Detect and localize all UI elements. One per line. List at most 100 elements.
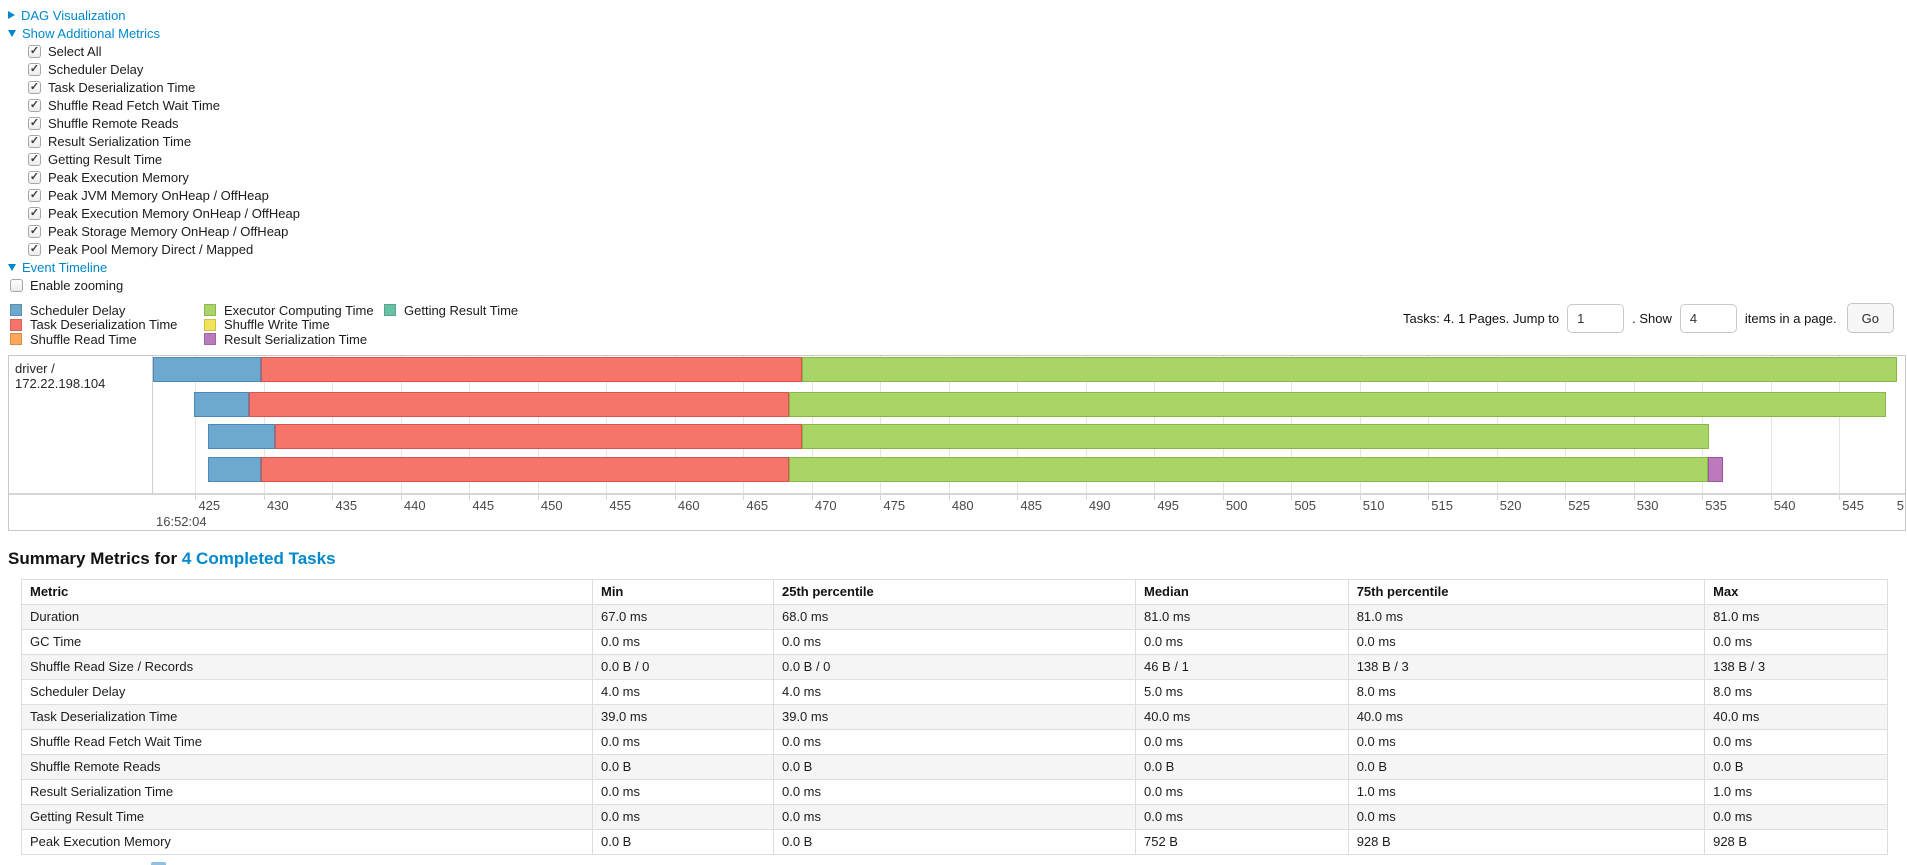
show-additional-metrics-label: Show Additional Metrics bbox=[22, 25, 161, 41]
summary-metric-value: 0.0 B / 0 bbox=[591, 653, 774, 680]
summary-metric-value: 0.0 ms bbox=[591, 803, 774, 830]
summary-metric-value: 928 B bbox=[1704, 828, 1888, 855]
legend-label: Executor Computing Time bbox=[224, 302, 374, 318]
summary-metrics-table: Metric Min 25th percentile Median 75th perce… bbox=[21, 578, 1888, 855]
task-bar-scheduler-delay[interactable] bbox=[153, 356, 262, 382]
task-bar-task-deserialization[interactable] bbox=[274, 423, 803, 449]
checked-checkbox-icon[interactable] bbox=[28, 242, 41, 256]
checked-checkbox-icon[interactable] bbox=[28, 206, 41, 220]
metric-checkbox-item[interactable]: Shuffle Remote Reads bbox=[28, 114, 1907, 132]
enable-zooming-checkbox[interactable] bbox=[10, 278, 23, 292]
metric-label: Scheduler Delay bbox=[48, 61, 144, 77]
task-bar-executor-computing[interactable] bbox=[802, 356, 1897, 382]
task-bar-scheduler-delay[interactable] bbox=[194, 391, 249, 417]
result-serialization-swatch-icon bbox=[204, 333, 216, 346]
axis-tick bbox=[263, 494, 265, 500]
task-bar-executor-computing[interactable] bbox=[788, 456, 1708, 482]
summary-row: Shuffle Remote Reads 0.0 B 0.0 B 0.0 B 0.0 B… bbox=[21, 753, 1888, 780]
metric-checkbox-item[interactable]: Peak Execution Memory OnHeap / OffHeap bbox=[28, 204, 1907, 222]
summary-metric-value: 138 B / 3 bbox=[1347, 653, 1706, 680]
metric-label: Peak JVM Memory OnHeap / OffHeap bbox=[48, 187, 269, 203]
metric-checkbox-item[interactable]: Select All bbox=[28, 42, 1907, 60]
legend-item: Result Serialization Time bbox=[204, 332, 384, 347]
axis-tick bbox=[1017, 494, 1019, 500]
axis-tick bbox=[606, 494, 608, 500]
metric-checkbox-item[interactable]: Task Deserialization Time bbox=[28, 78, 1907, 96]
metric-checkbox-item[interactable]: Peak Storage Memory OnHeap / OffHeap bbox=[28, 222, 1907, 240]
metric-label: Shuffle Read Fetch Wait Time bbox=[48, 97, 220, 113]
task-bar-executor-computing[interactable] bbox=[788, 391, 1886, 417]
summary-metric-value: 39.0 ms bbox=[772, 703, 1136, 730]
metric-checkbox-item[interactable]: Shuffle Read Fetch Wait Time bbox=[28, 96, 1907, 114]
axis-tick-label: 490 bbox=[1088, 497, 1111, 513]
axis-tick bbox=[1222, 494, 1224, 500]
checked-checkbox-icon[interactable] bbox=[28, 62, 41, 76]
axis-tick bbox=[674, 494, 676, 500]
metric-checkbox-item[interactable]: Result Serialization Time bbox=[28, 132, 1907, 150]
summary-metric-value: 0.0 ms bbox=[1347, 803, 1706, 830]
completed-tasks-link: 4 Completed Tasks bbox=[181, 548, 336, 568]
task-bar-scheduler-delay[interactable] bbox=[207, 456, 262, 482]
summary-metric-value: 0.0 B bbox=[1134, 753, 1349, 780]
legend-item: Task Deserialization Time bbox=[10, 317, 204, 332]
checked-checkbox-icon[interactable] bbox=[28, 116, 41, 130]
checked-checkbox-icon[interactable] bbox=[28, 170, 41, 184]
checked-checkbox-icon[interactable] bbox=[28, 44, 41, 58]
axis-tick bbox=[195, 494, 197, 500]
task-bar-task-deserialization[interactable] bbox=[261, 456, 789, 482]
summary-metric-value: 0.0 B bbox=[591, 753, 774, 780]
metric-checkbox-item[interactable]: Peak JVM Memory OnHeap / OffHeap bbox=[28, 186, 1907, 204]
summary-row: Getting Result Time 0.0 ms 0.0 ms 0.0 ms 0.0… bbox=[21, 803, 1888, 830]
checked-checkbox-icon[interactable] bbox=[28, 224, 41, 238]
metric-checkbox-item[interactable]: Scheduler Delay bbox=[28, 60, 1907, 78]
legend-label: Scheduler Delay bbox=[30, 302, 126, 318]
jump-to-page-input[interactable] bbox=[1567, 303, 1625, 333]
task-bar-task-deserialization[interactable] bbox=[261, 356, 803, 382]
section-event-timeline[interactable]: Event Timeline bbox=[8, 258, 1907, 276]
checked-checkbox-icon[interactable] bbox=[28, 188, 41, 202]
summary-metric-name: Result Serialization Time bbox=[21, 778, 593, 805]
metric-label: Getting Result Time bbox=[48, 151, 163, 167]
axis-tick-label: 475 bbox=[883, 497, 906, 513]
items-per-page-input[interactable] bbox=[1679, 303, 1737, 333]
section-show-additional-metrics[interactable]: Show Additional Metrics bbox=[8, 24, 1907, 42]
task-bar-executor-computing[interactable] bbox=[802, 423, 1710, 449]
enable-zooming-row: Enable zooming bbox=[8, 276, 1907, 294]
axis-tick bbox=[1633, 494, 1635, 500]
summary-metric-value: 40.0 ms bbox=[1134, 703, 1349, 730]
task-bar-scheduler-delay[interactable] bbox=[207, 423, 275, 449]
metric-label: Peak Execution Memory bbox=[48, 169, 189, 185]
metric-label: Shuffle Remote Reads bbox=[48, 115, 179, 131]
metric-checkbox-item[interactable]: Peak Execution Memory bbox=[28, 168, 1907, 186]
task-bar-task-deserialization[interactable] bbox=[248, 391, 789, 417]
legend-item: Scheduler Delay bbox=[10, 303, 204, 318]
metric-checkbox-item[interactable]: Getting Result Time bbox=[28, 150, 1907, 168]
checked-checkbox-icon[interactable] bbox=[28, 98, 41, 112]
checked-checkbox-icon[interactable] bbox=[28, 134, 41, 148]
summary-metric-value: 0.0 ms bbox=[772, 803, 1136, 830]
axis-tick-label: 460 bbox=[677, 497, 700, 513]
executor-computing-swatch-icon bbox=[204, 304, 216, 317]
task-bar-result-serialization[interactable] bbox=[1707, 456, 1723, 482]
metric-checkbox-item[interactable]: Peak Pool Memory Direct / Mapped bbox=[28, 240, 1907, 258]
checked-checkbox-icon[interactable] bbox=[28, 152, 41, 166]
cut-off-next-section bbox=[151, 862, 166, 865]
summary-column-header: Max bbox=[1704, 578, 1888, 605]
summary-metric-value: 40.0 ms bbox=[1704, 703, 1888, 730]
summary-metric-value: 0.0 ms bbox=[1347, 728, 1706, 755]
axis-tick bbox=[948, 494, 950, 500]
summary-metric-value: 67.0 ms bbox=[591, 603, 774, 630]
summary-metric-value: 1.0 ms bbox=[1704, 778, 1888, 805]
expanded-arrow-icon bbox=[8, 263, 16, 271]
summary-row: Scheduler Delay 4.0 ms 4.0 ms 5.0 ms 8.0 ms 8… bbox=[21, 678, 1888, 705]
summary-metric-value: 40.0 ms bbox=[1347, 703, 1706, 730]
section-dag-visualization[interactable]: DAG Visualization bbox=[8, 6, 1907, 24]
expanded-arrow-icon bbox=[8, 29, 16, 37]
axis-tick-label: 500 bbox=[1225, 497, 1248, 513]
go-button[interactable]: Go bbox=[1846, 303, 1894, 333]
checked-checkbox-icon[interactable] bbox=[28, 80, 41, 94]
dag-visualization-label: DAG Visualization bbox=[21, 7, 126, 23]
metric-label: Select All bbox=[48, 43, 102, 59]
axis-tick bbox=[1839, 494, 1841, 500]
summary-metric-value: 752 B bbox=[1134, 828, 1349, 855]
